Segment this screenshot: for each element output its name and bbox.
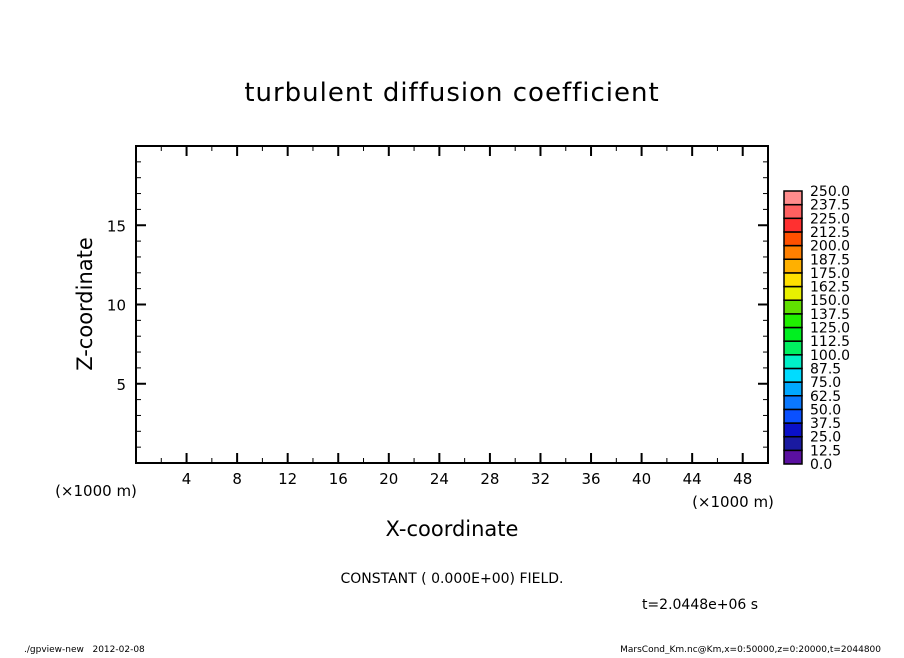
y-tick-label: 5 [116, 376, 126, 394]
colorbar-label: 12.5 [810, 443, 841, 459]
chart-title: turbulent diffusion coefficient [244, 78, 659, 108]
colorbar-box [783, 449, 803, 465]
colorbar-label: 37.5 [810, 416, 841, 432]
y-axis-label: Z-coordinate [73, 237, 97, 371]
colorbar-label: 150.0 [810, 293, 850, 309]
colorbar-label: 200.0 [810, 239, 850, 255]
y-unit-label: (×1000 m) [55, 482, 137, 500]
x-unit-label: (×1000 m) [692, 493, 774, 511]
footer-left: ./gpview-new 2012-02-08 [24, 645, 145, 654]
colorbar-label: 100.0 [810, 348, 850, 364]
x-tick-label: 48 [733, 470, 752, 488]
colorbar-box [783, 217, 803, 233]
colorbar-box [783, 285, 803, 301]
colorbar-label: 0.0 [810, 457, 832, 473]
colorbar-box [783, 422, 803, 438]
colorbar-label: 112.5 [810, 334, 850, 350]
colorbar-label: 250.0 [810, 184, 850, 200]
x-tick-labels: 4 8 12 16 20 24 28 32 36 40 44 48 [182, 470, 752, 488]
colorbar-label: 75.0 [810, 375, 841, 391]
colorbar-label: 137.5 [810, 307, 850, 323]
x-tick-label: 12 [278, 470, 297, 488]
colorbar-box [783, 340, 803, 356]
colorbar-label: 212.5 [810, 225, 850, 241]
colorbar-box [783, 231, 803, 247]
colorbar-box [783, 354, 803, 370]
colorbar-label: 50.0 [810, 402, 841, 418]
colorbar-box [783, 381, 803, 397]
field-message: CONSTANT ( 0.000E+00) FIELD. [340, 571, 563, 587]
colorbar-box [783, 299, 803, 315]
colorbar-box [783, 313, 803, 329]
axis-ticks [136, 146, 768, 463]
colorbar-label: 87.5 [810, 361, 841, 377]
colorbar-label: 175.0 [810, 266, 850, 282]
colorbar-box [783, 367, 803, 383]
x-tick-label: 20 [379, 470, 398, 488]
colorbar-label: 187.5 [810, 252, 850, 268]
colorbar-label: 237.5 [810, 198, 850, 214]
x-tick-label: 36 [581, 470, 600, 488]
colorbar-box [783, 272, 803, 288]
y-tick-label: 10 [107, 297, 126, 315]
colorbar-box [783, 326, 803, 342]
x-tick-label: 32 [531, 470, 550, 488]
colorbar-box [783, 258, 803, 274]
x-tick-label: 28 [480, 470, 499, 488]
x-tick-label: 44 [683, 470, 702, 488]
x-tick-label: 4 [182, 470, 192, 488]
colorbar-box [783, 395, 803, 411]
colorbar-label: 162.5 [810, 280, 850, 296]
colorbar-box [783, 244, 803, 261]
colorbar: 0.012.525.037.550.062.575.087.5100.0112.… [783, 184, 850, 473]
y-tick-labels: 5 10 15 [107, 217, 126, 394]
colorbar-box [783, 203, 803, 220]
x-tick-label: 8 [232, 470, 242, 488]
colorbar-label: 25.0 [810, 430, 841, 446]
colorbar-label: 225.0 [810, 211, 850, 227]
colorbar-label: 125.0 [810, 321, 850, 337]
colorbar-box [783, 190, 803, 206]
time-label: t=2.0448e+06 s [642, 597, 758, 613]
colorbar-box [783, 408, 803, 424]
y-tick-label: 15 [107, 217, 126, 235]
footer-right: MarsCond_Km.nc@Km,x=0:50000,z=0:20000,t=… [620, 645, 881, 654]
plot-frame [135, 145, 769, 464]
x-axis-label: X-coordinate [386, 517, 519, 541]
x-tick-label: 24 [430, 470, 449, 488]
x-tick-label: 16 [329, 470, 348, 488]
x-tick-label: 40 [632, 470, 651, 488]
colorbar-label: 62.5 [810, 389, 841, 405]
colorbar-box [783, 435, 803, 452]
